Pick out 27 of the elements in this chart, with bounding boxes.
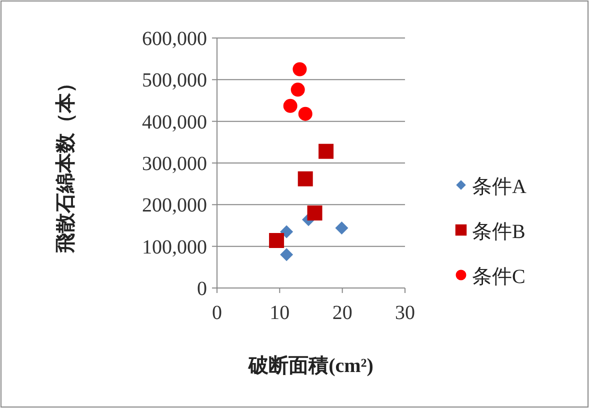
x-tick-label: 30 [395,302,415,324]
point [280,248,294,262]
x-tick-label: 10 [270,302,290,324]
y-tick-label: 500,000 [142,70,207,92]
x-tick-label: 20 [332,302,352,324]
x-axis-title: 破断面積(cm²) [248,355,374,377]
point [335,222,348,234]
point [298,171,313,186]
legend-label: 条件C [472,266,526,288]
point [283,98,298,113]
point [292,62,307,76]
point [307,206,322,220]
point [280,225,294,238]
legend-label: 条件B [472,221,526,243]
point [298,106,312,121]
y-tick-label: 600,000 [142,28,207,50]
y-tick-label: 200,000 [142,194,207,217]
point [269,233,284,248]
y-axis-title: 飛散石綿本数（本） [55,73,77,254]
x-tick-label: 0 [212,302,222,324]
point [318,144,334,159]
y-tick-label: 100,000 [142,236,207,258]
y-tick-label: 0 [197,278,207,300]
legend-label: 条件A [472,176,527,198]
y-tick-label: 400,000 [142,111,207,134]
point [290,82,305,97]
y-tick-label: 300,000 [142,153,207,175]
